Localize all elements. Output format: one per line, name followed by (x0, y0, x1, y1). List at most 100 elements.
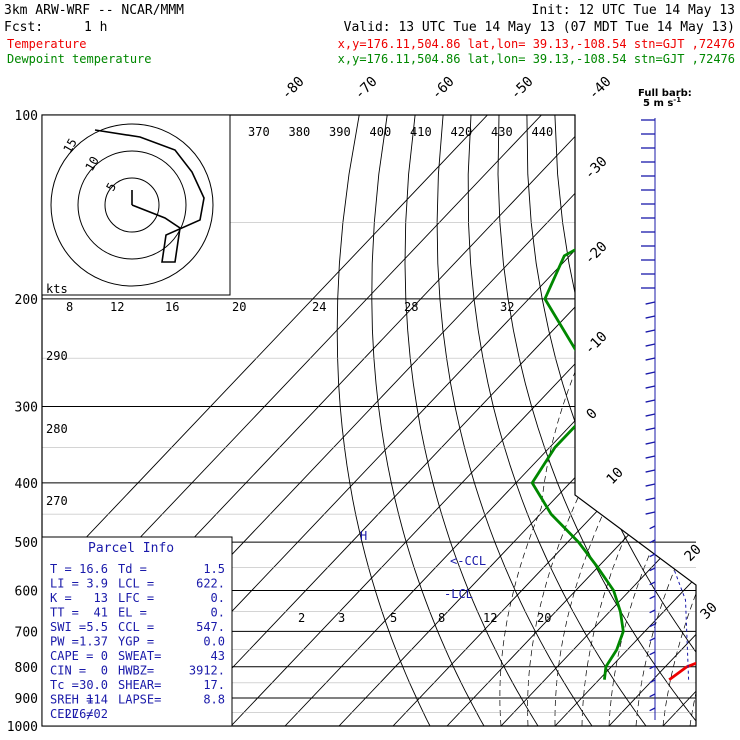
parcel-info-cell: 0 (101, 664, 108, 678)
wind-barb (645, 357, 656, 361)
mixing-ratio-label: 12 (483, 611, 497, 625)
isotherm-line (717, 115, 740, 726)
parcel-info-cell: 5.5 (86, 620, 108, 634)
wind-barb (645, 399, 656, 403)
parcel-info-cell: 13 (94, 591, 108, 605)
init-time: Init: 12 UTC Tue 14 May 13 (532, 3, 736, 18)
wind-barb (645, 413, 656, 417)
isotherm-line (284, 115, 696, 726)
parcel-info-cell: SREH = (50, 693, 93, 707)
dry-adiabat-line (436, 115, 593, 726)
isotherm-right-label: -30 (582, 154, 611, 183)
hodograph-speed-label: 28 (404, 300, 418, 314)
wind-barb (645, 329, 656, 333)
isotherm-line (554, 115, 696, 726)
isotherm-top-label: -60 (429, 74, 458, 103)
dry-adiabat-line (404, 115, 539, 726)
wind-barb (649, 679, 656, 684)
isotherm-right-label: 20 (682, 542, 705, 565)
wind-barb (649, 651, 656, 656)
parcel-info-cell: K = (50, 591, 72, 605)
wind-barb (645, 427, 656, 431)
wind-barb (645, 497, 656, 501)
lcl-annotation: -LCL (444, 587, 473, 601)
isotherm-line (230, 115, 696, 726)
pressure-tick-label: 600 (15, 584, 38, 599)
wind-barbs (641, 118, 656, 720)
isotherm-right-label: 10 (604, 465, 627, 488)
pressure-tick-label: 400 (15, 477, 38, 492)
wind-barb (649, 595, 656, 600)
legend-temperature: Temperature (7, 37, 86, 51)
hodograph-speed-label: 8 (66, 300, 73, 314)
mixing-ratio-label: 20 (537, 611, 551, 625)
forecast-value: 1 h (84, 20, 107, 35)
wind-barb (645, 343, 656, 347)
parcel-info-cell: Tc = (50, 678, 79, 692)
parcel-info-cell: SWI = (50, 620, 86, 634)
mixing-ratio-label: 8 (438, 611, 445, 625)
legend-temperature-location: x,y=176.11,504.86 lat,lon= 39.13,-108.54… (338, 37, 735, 51)
pressure-tick-label: 1000 (7, 720, 38, 735)
parcel-info-cell: TT = (50, 606, 79, 620)
wind-barb (649, 693, 656, 698)
isotherm-top-label: -80 (279, 74, 308, 103)
parcel-info-cell: EL = (118, 606, 147, 620)
wind-barb (645, 441, 656, 445)
valid-time: Valid: 13 UTC Tue 14 May 13 (07 MDT Tue … (344, 20, 735, 35)
parcel-info-cell: LI = (50, 577, 79, 591)
wind-barb (649, 581, 656, 586)
theta-e-label: 400 (370, 125, 392, 139)
parcel-info-cell: PW = (50, 635, 79, 649)
hodograph-ring-label: 15 (60, 136, 79, 156)
barb-legend-units: 5 m s-1 (643, 96, 681, 109)
parcel-info-title: Parcel Info (88, 541, 174, 556)
legend-dewpoint: Dewpoint temperature (7, 52, 152, 66)
theta-e-label: 440 (532, 125, 554, 139)
isotherm-line (608, 115, 696, 726)
isotherm-top-label: -50 (508, 74, 537, 103)
isotherm-top-label: -70 (352, 74, 381, 103)
parcel-info-cell: 1.5 (203, 562, 225, 576)
wind-barb (649, 553, 656, 558)
wind-barb (645, 511, 656, 515)
mixing-ratio-label: 5 (390, 611, 397, 625)
wind-barb (645, 483, 656, 487)
parcel-info-box: Parcel Info T = 16.6 Td = 1.5 LI = 3.9 LCL = 622… (41, 536, 233, 727)
hodograph-kts-label: kts (46, 282, 68, 296)
dry-adiabat-line (336, 115, 431, 726)
parcel-info-cell: 17. (203, 678, 225, 692)
wind-barb (649, 623, 656, 628)
parcel-info-cell: CELL = (50, 707, 93, 721)
parcel-info-cell: 547. (196, 620, 225, 634)
dry-adiabat-line (666, 115, 696, 726)
parcel-info-cell: 3912. (189, 664, 225, 678)
isotherm-right-label: -20 (582, 239, 611, 268)
dry-adiabat-label: 270 (46, 494, 68, 508)
dry-adiabat-line (723, 115, 740, 726)
legend-dewpoint-location: x,y=176.11,504.86 lat,lon= 39.13,-108.54… (338, 52, 735, 66)
pressure-tick-label: 900 (15, 692, 38, 707)
parcel-info-cell: LFC = (118, 591, 154, 605)
wind-barb (649, 567, 656, 572)
parcel-info-cell: 0. (211, 591, 225, 605)
hodograph-speed-label: 12 (110, 300, 124, 314)
parcel-info-cell: 622. (196, 577, 225, 591)
isotherm-line (338, 115, 696, 726)
forecast-label: Fcst: (4, 20, 43, 35)
isotherm-line (446, 115, 696, 726)
parcel-info-cell: 1.37 (79, 635, 108, 649)
isotherm-line (662, 115, 696, 726)
wind-barb (649, 707, 656, 712)
moist-adiabat-line (662, 298, 696, 726)
dry-adiabat-line (497, 115, 696, 726)
hodograph-ring (50, 123, 214, 287)
parcel-info-cell: 276/02 (65, 707, 108, 721)
parcel-info-cell: 0. (211, 606, 225, 620)
dry-adiabat-line (610, 115, 696, 726)
pressure-tick-label: 200 (15, 293, 38, 308)
parcel-info-cell: 0.0 (203, 635, 225, 649)
parcel-info-cell: SWEAT= (118, 649, 161, 663)
